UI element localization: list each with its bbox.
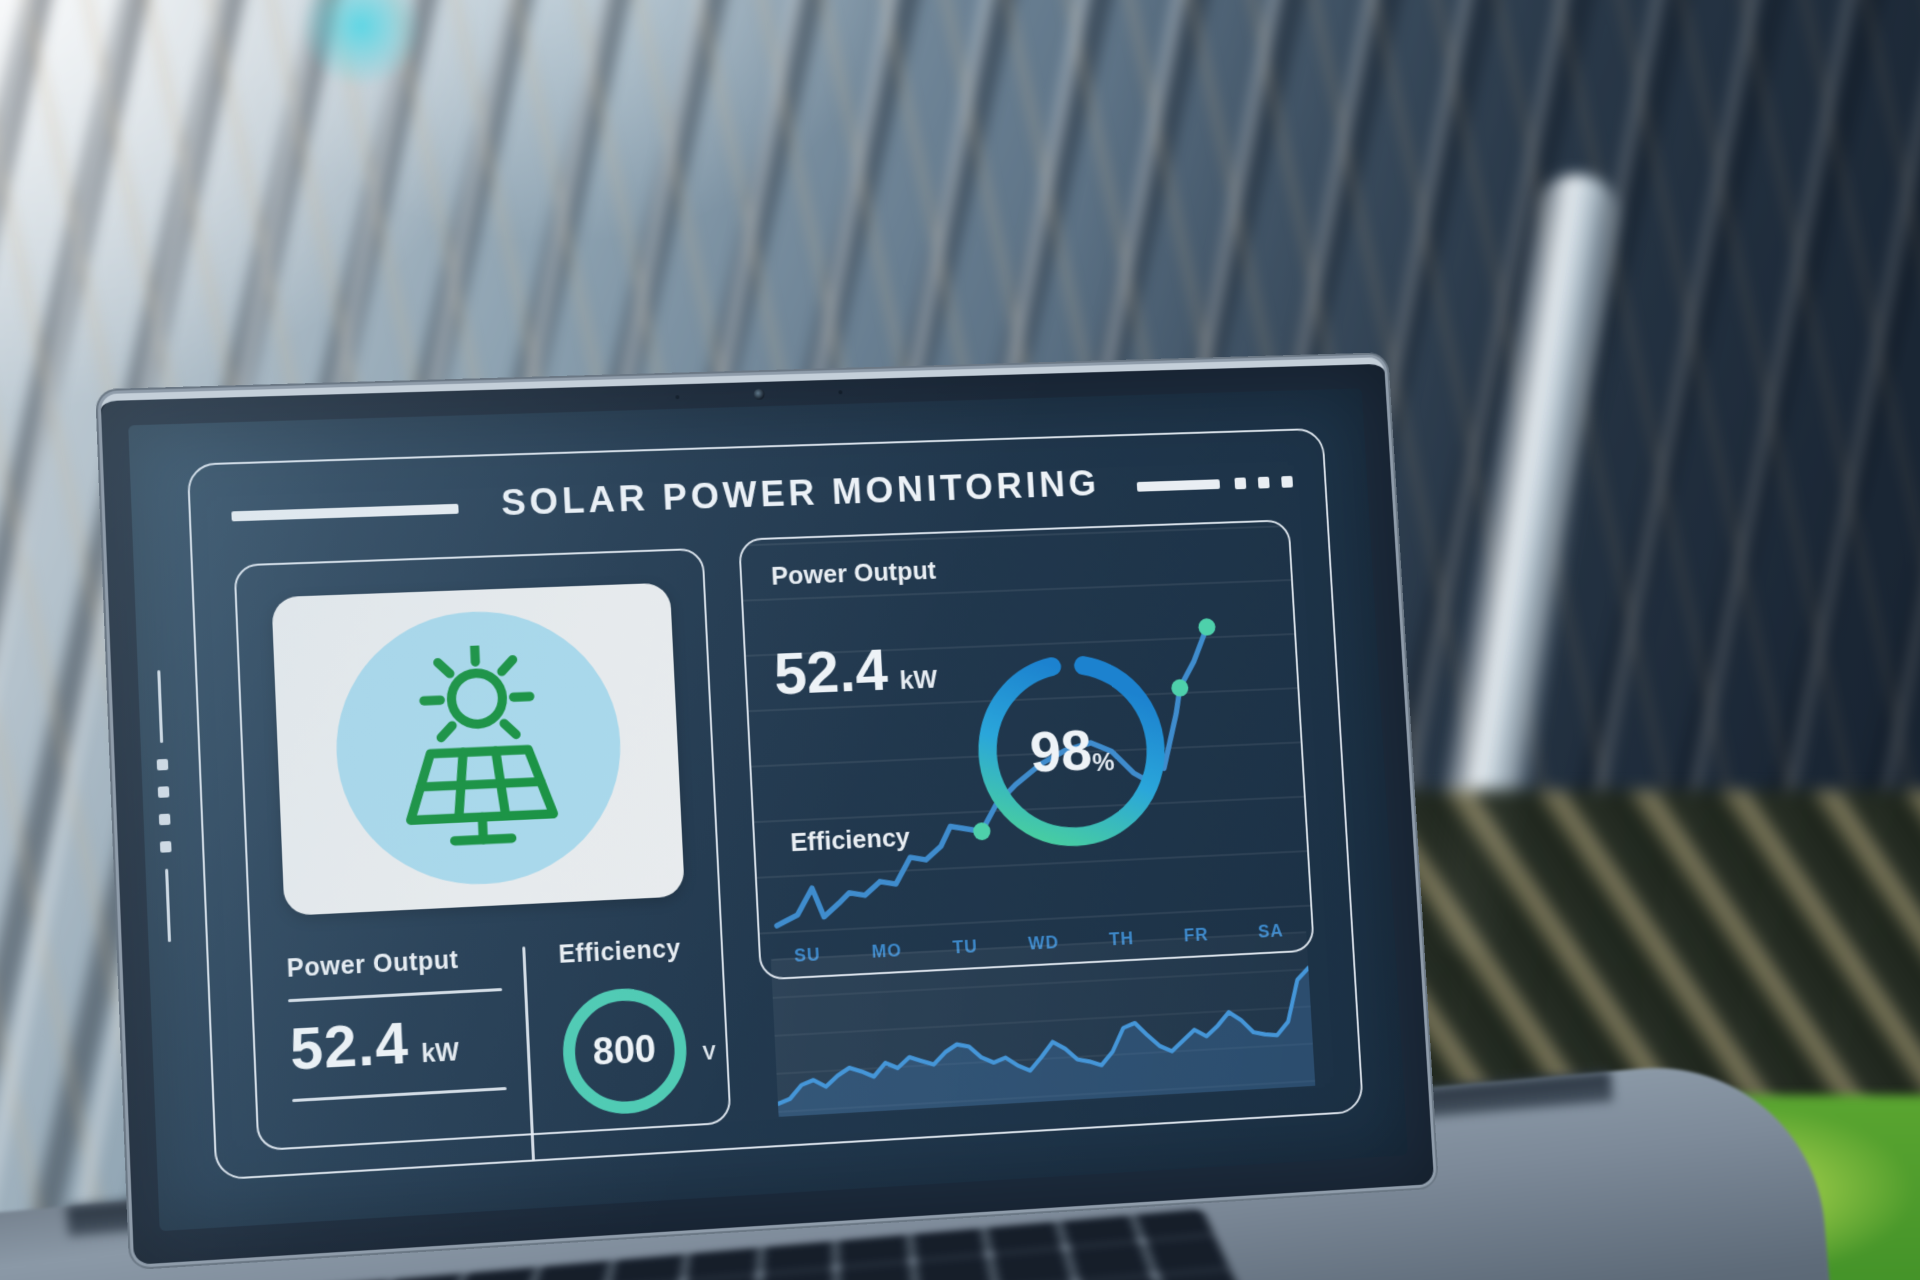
dashboard-frame: SOLAR POWER MONITORING bbox=[186, 427, 1365, 1181]
power-output-unit: kW bbox=[898, 663, 938, 695]
menu-dot bbox=[1281, 475, 1294, 488]
voltage-ring: 800 bbox=[559, 985, 689, 1118]
power-output-unit: kW bbox=[420, 1037, 460, 1069]
solar-icon-card bbox=[271, 582, 685, 916]
deco-dot bbox=[156, 758, 168, 771]
history-chart-panel bbox=[770, 931, 1316, 1117]
gauge-unit: % bbox=[1091, 746, 1116, 777]
deco-dot bbox=[157, 786, 169, 798]
deco-dot bbox=[158, 813, 170, 826]
solar-panel-sun-icon bbox=[373, 642, 586, 855]
efficiency-label: Efficiency bbox=[557, 934, 682, 969]
voltage-unit: V bbox=[702, 1042, 717, 1065]
power-output-value: 52.4 bbox=[772, 636, 890, 708]
trend-card: Power Output 52.4 kW Efficiency 98 % bbox=[738, 519, 1315, 981]
history-area-chart bbox=[770, 931, 1316, 1117]
menu-dot bbox=[1257, 476, 1270, 489]
laptop: SOLAR POWER MONITORING bbox=[100, 357, 1435, 1265]
efficiency-gauge: 98 % bbox=[954, 632, 1190, 871]
power-output-label: Power Output bbox=[770, 555, 937, 591]
status-metrics: Power Output 52.4 kW Efficiency bbox=[286, 934, 716, 1174]
deco-line bbox=[164, 868, 171, 943]
vertical-divider bbox=[522, 946, 535, 1161]
status-card: Power Output 52.4 kW Efficiency bbox=[233, 547, 732, 1161]
laptop-lid: SOLAR POWER MONITORING bbox=[100, 357, 1435, 1265]
efficiency-label: Efficiency bbox=[789, 821, 911, 858]
gauge-value: 98 bbox=[1028, 717, 1094, 785]
power-output-value: 52.4 bbox=[288, 1010, 411, 1083]
webcam-icon bbox=[753, 388, 765, 400]
divider bbox=[292, 1086, 507, 1103]
page-title: SOLAR POWER MONITORING bbox=[500, 462, 1101, 524]
power-output-value-row: 52.4 kW bbox=[772, 634, 938, 708]
divider bbox=[288, 988, 503, 1003]
icon-circle bbox=[330, 606, 627, 891]
mic-dot-icon bbox=[838, 390, 843, 395]
voltage-value: 800 bbox=[591, 1027, 657, 1074]
screen-side-decoration bbox=[151, 670, 176, 943]
deco-line bbox=[156, 670, 163, 744]
deco-dot bbox=[159, 841, 172, 853]
mic-dot-icon bbox=[675, 395, 680, 400]
power-output-label: Power Output bbox=[286, 945, 460, 983]
menu-dots-icon[interactable] bbox=[1234, 475, 1294, 490]
screen: SOLAR POWER MONITORING bbox=[128, 388, 1409, 1232]
efficiency-metric: Efficiency 800 V bbox=[551, 934, 716, 1118]
menu-dot bbox=[1234, 477, 1247, 490]
power-output-metric: Power Output 52.4 kW bbox=[286, 944, 507, 1116]
header-dash-icon bbox=[1136, 479, 1221, 492]
